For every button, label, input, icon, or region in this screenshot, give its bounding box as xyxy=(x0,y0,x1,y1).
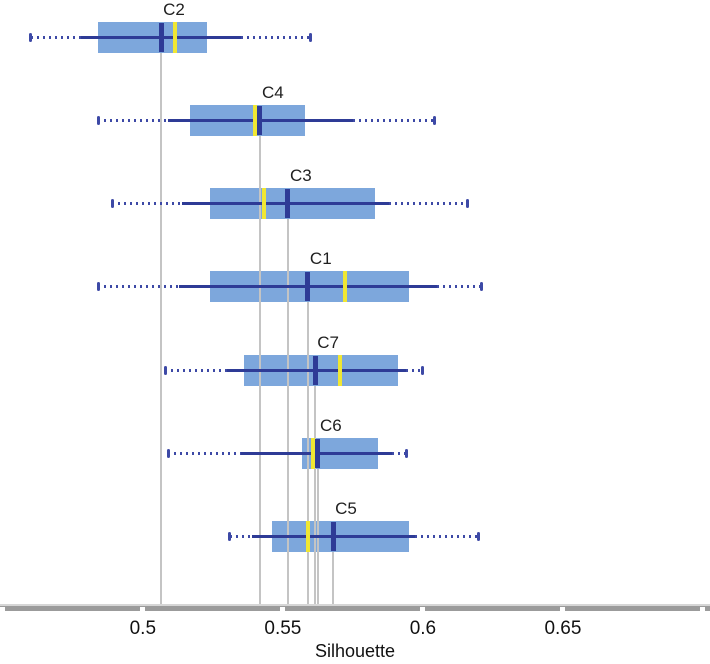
whisker-dotted-low-C3 xyxy=(112,202,183,206)
whisker-cap-min-C7 xyxy=(163,365,167,375)
median-C6 xyxy=(315,439,321,469)
median-C3 xyxy=(285,189,291,219)
whisker-cap-min-C5 xyxy=(228,532,232,542)
x-axis-line xyxy=(0,604,710,611)
box-label-C3: C3 xyxy=(290,166,312,186)
box-label-C5: C5 xyxy=(335,499,357,519)
x-tick-0.7 xyxy=(700,607,706,611)
box-label-C7: C7 xyxy=(317,332,339,352)
x-tick-0.45 xyxy=(0,607,6,611)
drop-line-C5 xyxy=(332,552,334,604)
box-label-C2: C2 xyxy=(163,0,185,19)
mean-C7 xyxy=(338,354,343,386)
whisker-cap-min-C6 xyxy=(166,449,170,459)
drop-line-C2 xyxy=(160,52,163,604)
box-label-C1: C1 xyxy=(309,249,332,269)
whisker-dotted-low-C1 xyxy=(98,285,180,289)
whisker-dotted-high-C5 xyxy=(414,535,479,539)
drop-line-C3 xyxy=(286,219,289,604)
x-tick-label-0.6: 0.6 xyxy=(409,618,437,639)
x-tick-0.5 xyxy=(140,607,146,611)
whisker-cap-max-C7 xyxy=(421,365,425,375)
box-label-C6: C6 xyxy=(320,416,342,436)
whisker-dotted-high-C3 xyxy=(389,202,468,206)
median-C4 xyxy=(257,105,263,135)
mean-C5 xyxy=(306,521,311,553)
whisker-cap-min-C4 xyxy=(96,115,100,125)
median-C7 xyxy=(312,355,318,385)
x-tick-label-0.55: 0.55 xyxy=(264,618,302,639)
x-tick-0.65 xyxy=(560,607,566,611)
mean-C1 xyxy=(342,271,347,303)
median-C5 xyxy=(330,522,336,552)
x-tick-label-0.65: 0.65 xyxy=(544,618,582,639)
median-C2 xyxy=(158,22,164,52)
whisker-cap-min-C3 xyxy=(110,199,114,209)
whisker-cap-max-C5 xyxy=(477,532,481,542)
whisker-dotted-low-C4 xyxy=(98,118,169,122)
whisker-dotted-high-C4 xyxy=(352,118,435,122)
whisker-cap-max-C6 xyxy=(404,449,408,459)
whisker-dotted-low-C6 xyxy=(168,452,241,456)
whisker-dotted-low-C5 xyxy=(229,535,253,539)
x-axis-title: Silhouette xyxy=(314,641,396,661)
mean-C3 xyxy=(261,188,266,220)
whisker-cap-max-C1 xyxy=(480,282,484,292)
median-C1 xyxy=(305,272,311,302)
mean-C4 xyxy=(252,104,257,136)
whisker-cap-min-C2 xyxy=(29,32,33,42)
x-tick-label-0.5: 0.5 xyxy=(129,618,157,639)
whisker-dotted-high-C6 xyxy=(392,452,407,456)
whisker-dotted-low-C2 xyxy=(30,35,82,39)
whisker-cap-max-C4 xyxy=(432,115,436,125)
whisker-dotted-high-C2 xyxy=(240,35,311,39)
drop-line-C7 xyxy=(314,385,317,604)
whisker-dotted-low-C7 xyxy=(165,368,227,372)
whisker-dotted-high-C1 xyxy=(436,285,482,289)
whisker-cap-max-C2 xyxy=(309,32,313,42)
whisker-dotted-high-C7 xyxy=(406,368,423,372)
x-tick-0.6 xyxy=(420,607,426,611)
x-tick-0.55 xyxy=(280,607,286,611)
whisker-cap-max-C3 xyxy=(466,199,470,209)
box-label-C4: C4 xyxy=(262,82,284,102)
mean-C2 xyxy=(173,21,178,53)
whisker-cap-min-C1 xyxy=(96,282,100,292)
mean-C6 xyxy=(310,438,315,470)
